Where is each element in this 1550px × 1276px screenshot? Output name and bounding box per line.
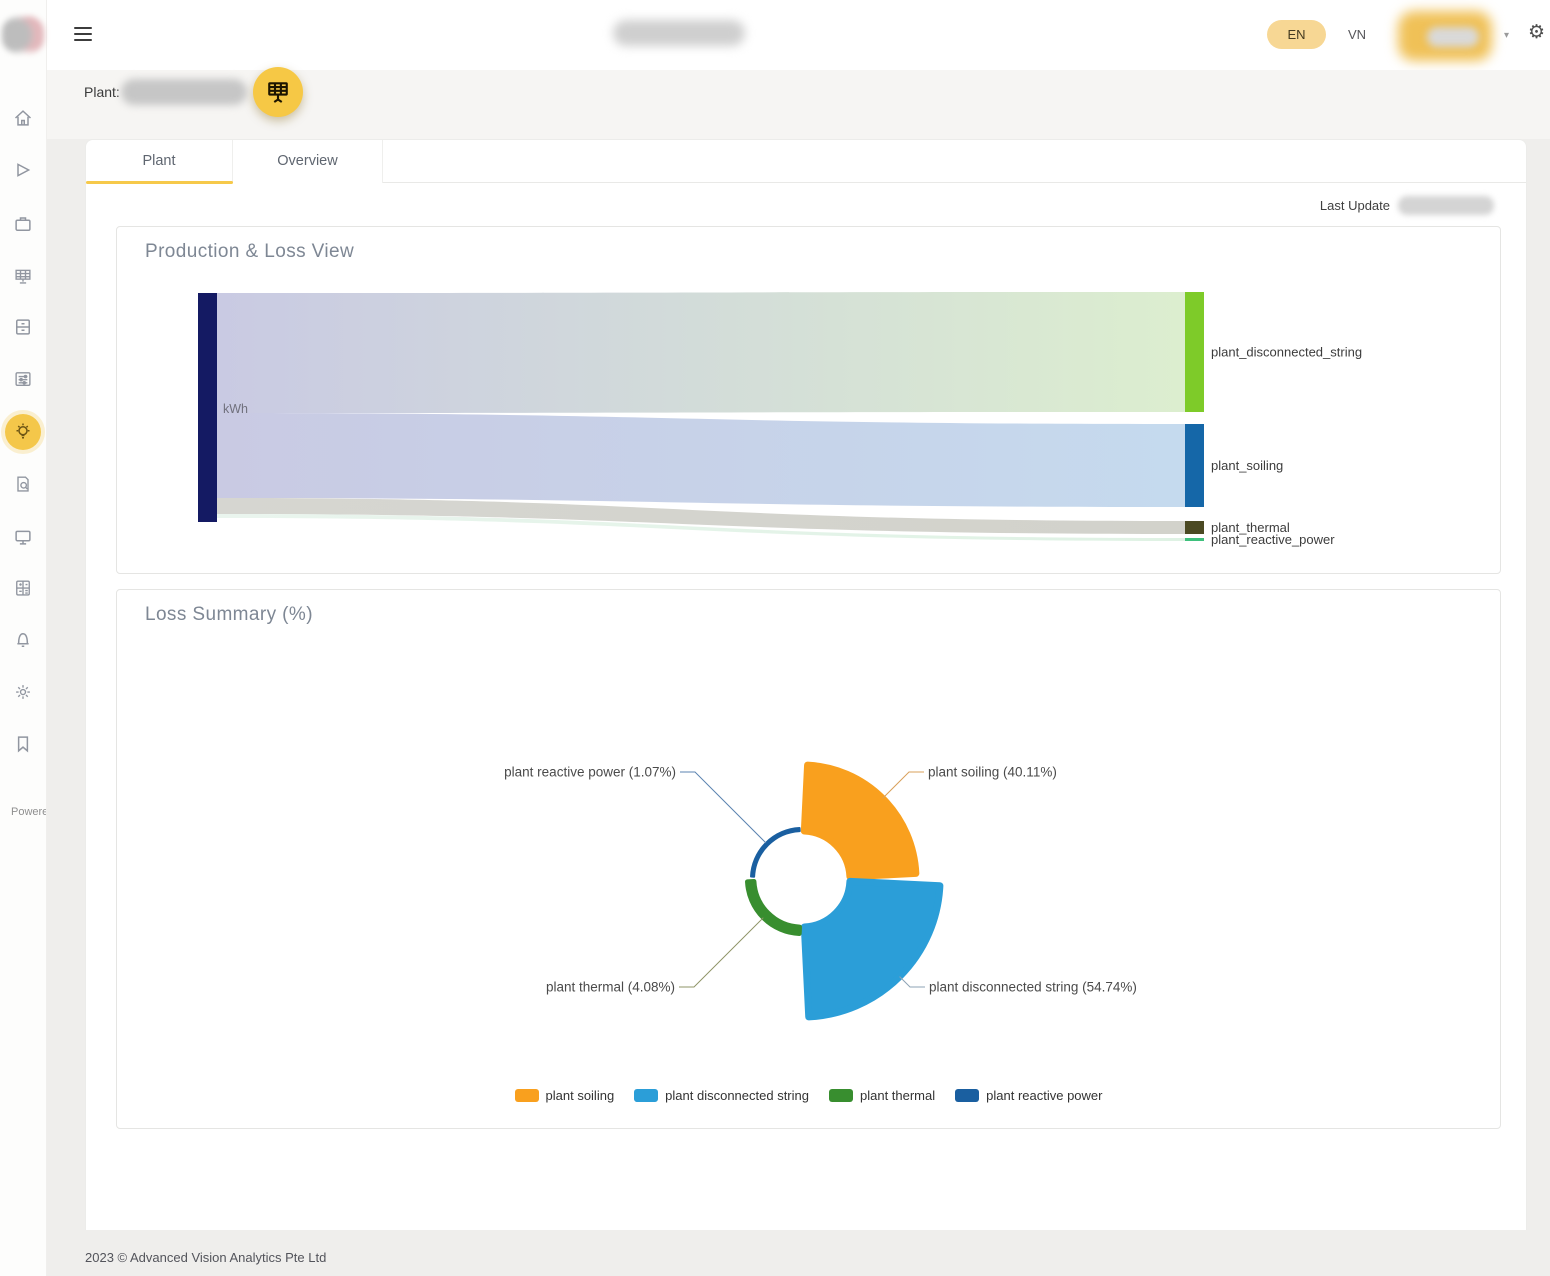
legend-swatch <box>515 1089 539 1102</box>
sidebar: Powered <box>0 0 47 1276</box>
pie-label-plant-reactive-power: plant reactive power (1.07%) <box>504 765 676 780</box>
legend-label: plant soiling <box>546 1088 615 1103</box>
sankey-source-label: kWh <box>223 402 248 416</box>
user-menu-caret-icon[interactable]: ▾ <box>1504 30 1509 41</box>
sidebar-item-controls[interactable] <box>13 369 33 389</box>
home-icon <box>13 108 33 128</box>
sankey-chart: kWh plant_disconnected_string plant_soilin… <box>117 227 1502 575</box>
pie-label-plant-thermal: plant thermal (4.08%) <box>546 980 675 995</box>
pie-label-line-plant-soiling <box>883 772 924 798</box>
sidebar-item-solar[interactable] <box>13 266 33 286</box>
sankey-flow-plant_soiling[interactable] <box>217 413 1185 507</box>
legend-swatch <box>634 1089 658 1102</box>
content-panel: Plant Overview Last Update Production & … <box>85 139 1527 1230</box>
app-root: EN VN ▾ ⚙ Plant: Plant Overview Last Upd… <box>0 0 1550 1276</box>
settings-gear-icon[interactable]: ⚙ <box>1528 21 1545 43</box>
sidebar-item-bookmark[interactable] <box>13 734 33 754</box>
tab-overview[interactable]: Overview <box>233 140 383 183</box>
hamburger-menu-icon[interactable] <box>74 27 92 41</box>
legend-label: plant reactive power <box>986 1088 1102 1103</box>
flag-icon <box>13 160 33 180</box>
sidebar-item-insights-active[interactable] <box>5 414 41 450</box>
sidebar-item-report[interactable] <box>13 474 33 494</box>
legend-label: plant disconnected string <box>665 1088 809 1103</box>
briefcase-icon <box>13 214 33 234</box>
last-update-value-redacted <box>1398 196 1494 215</box>
calculator-icon <box>13 578 33 598</box>
language-vn-button[interactable]: VN <box>1348 27 1366 42</box>
rose-pie-chart: plant soiling (40.11%) plant disconnected… <box>117 590 1502 1130</box>
sankey-node-plant_disconnected_string[interactable] <box>1185 292 1204 412</box>
app-title-redacted <box>613 20 745 46</box>
pie-sector-plant-disconnected-string[interactable] <box>804 881 940 1017</box>
legend-swatch <box>829 1089 853 1102</box>
pie-label-line-plant-reactive-power <box>680 772 766 843</box>
sidebar-item-home[interactable] <box>13 108 33 128</box>
plant-label: Plant: <box>84 84 120 100</box>
last-update: Last Update <box>1320 196 1494 215</box>
sankey-node-label-plant_disconnected_string: plant_disconnected_string <box>1211 345 1362 360</box>
last-update-label: Last Update <box>1320 198 1390 213</box>
legend-item-plant-soiling[interactable]: plant soiling <box>515 1088 615 1103</box>
loss-summary-card: Loss Summary (%) plant soiling (40.11%)p… <box>116 589 1501 1129</box>
legend-item-plant-disconnected-string[interactable]: plant disconnected string <box>634 1088 809 1103</box>
sankey-flow-plant_disconnected_string[interactable] <box>217 292 1185 413</box>
tab-plant[interactable]: Plant <box>86 140 233 183</box>
sankey-node-plant_thermal[interactable] <box>1185 521 1204 534</box>
pie-legend: plant soiling plant disconnected string pl… <box>117 1088 1500 1103</box>
sidebar-item-cabinet[interactable] <box>13 317 33 337</box>
sankey-node-label-plant_reactive_power: plant_reactive_power <box>1211 532 1335 547</box>
copyright-text: 2023 © Advanced Vision Analytics Pte Ltd <box>85 1250 326 1265</box>
legend-label: plant thermal <box>860 1088 935 1103</box>
sidebar-item-flag[interactable] <box>13 160 33 180</box>
sankey-source-node[interactable] <box>198 293 217 522</box>
tab-bar: Plant Overview <box>86 140 1526 183</box>
lightbulb-icon <box>13 422 33 442</box>
plant-name-redacted <box>121 79 247 105</box>
active-tab-underline <box>86 181 233 184</box>
sidebar-item-calculator[interactable] <box>13 578 33 598</box>
solar-plant-badge[interactable] <box>253 67 303 117</box>
sidebar-item-monitor[interactable] <box>13 527 33 547</box>
pie-label-line-plant-disconnected-string <box>900 977 925 987</box>
legend-item-plant-thermal[interactable]: plant thermal <box>829 1088 935 1103</box>
pie-label-line-plant-thermal <box>679 918 763 987</box>
sidebar-item-briefcase[interactable] <box>13 214 33 234</box>
solar-panel-icon <box>263 77 293 107</box>
report-search-icon <box>13 474 33 494</box>
legend-swatch <box>955 1089 979 1102</box>
sankey-node-plant_reactive_power[interactable] <box>1185 538 1204 541</box>
cabinet-icon <box>13 317 33 337</box>
legend-item-plant-reactive-power[interactable]: plant reactive power <box>955 1088 1102 1103</box>
sidebar-item-settings[interactable] <box>13 682 33 702</box>
solar-panel-icon <box>13 266 33 286</box>
bookmark-icon <box>13 734 33 754</box>
top-bar: EN VN ▾ ⚙ <box>0 0 1550 70</box>
pie-label-plant-disconnected-string: plant disconnected string (54.74%) <box>929 980 1137 995</box>
powered-by-text: Powered <box>11 806 46 818</box>
language-en-button[interactable]: EN <box>1267 20 1326 49</box>
pie-label-plant-soiling: plant soiling (40.11%) <box>928 765 1057 780</box>
bell-icon <box>13 630 33 650</box>
monitor-icon <box>13 527 33 547</box>
app-logo-redacted <box>2 16 44 54</box>
sankey-node-plant_soiling[interactable] <box>1185 424 1204 507</box>
sankey-node-label-plant_soiling: plant_soiling <box>1211 458 1283 473</box>
user-name-redacted <box>1427 27 1479 47</box>
production-loss-card: Production & Loss View kWhplant_disconne… <box>116 226 1501 574</box>
gear-icon <box>13 682 33 702</box>
sidebar-item-alerts[interactable] <box>13 630 33 650</box>
control-panel-icon <box>13 369 33 389</box>
